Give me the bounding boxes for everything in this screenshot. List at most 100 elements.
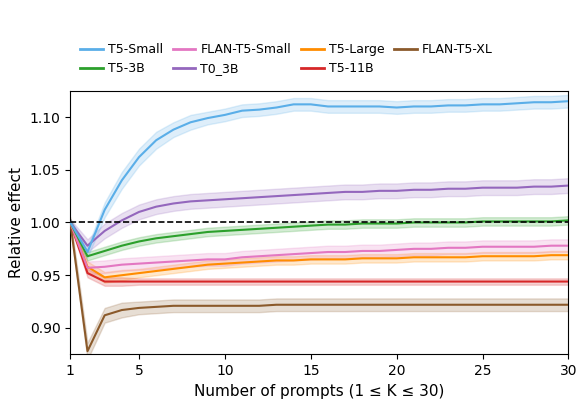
FLAN-T5-XL bbox=[101, 313, 108, 318]
T0_3B bbox=[101, 228, 108, 233]
T5-Large bbox=[376, 256, 383, 261]
T5-3B bbox=[548, 219, 555, 224]
T5-11B bbox=[496, 279, 503, 284]
T5-3B bbox=[187, 232, 194, 236]
T5-3B bbox=[84, 254, 91, 259]
T5-Large bbox=[393, 256, 400, 261]
T5-3B bbox=[222, 228, 229, 233]
T5-Large bbox=[273, 258, 280, 263]
FLAN-T5-Small bbox=[170, 259, 177, 264]
T0_3B bbox=[496, 185, 503, 190]
T5-11B bbox=[307, 279, 314, 284]
T5-11B bbox=[530, 279, 537, 284]
T5-11B bbox=[479, 279, 486, 284]
FLAN-T5-Small bbox=[67, 220, 74, 225]
T5-Small bbox=[565, 99, 572, 104]
T5-Small bbox=[204, 116, 211, 121]
FLAN-T5-XL bbox=[325, 302, 332, 307]
T5-Small bbox=[325, 104, 332, 109]
T5-Large bbox=[101, 275, 108, 280]
T5-Small bbox=[118, 178, 125, 183]
T0_3B bbox=[255, 195, 263, 200]
T0_3B bbox=[410, 187, 417, 192]
T0_3B bbox=[393, 188, 400, 193]
FLAN-T5-XL bbox=[393, 302, 400, 307]
T0_3B bbox=[84, 243, 91, 248]
T0_3B bbox=[565, 183, 572, 188]
T5-11B bbox=[565, 279, 572, 284]
FLAN-T5-XL bbox=[410, 302, 417, 307]
T5-Large bbox=[513, 254, 520, 259]
FLAN-T5-XL bbox=[273, 302, 280, 307]
FLAN-T5-XL bbox=[376, 302, 383, 307]
T5-3B bbox=[445, 220, 452, 225]
T5-Small bbox=[359, 104, 366, 109]
T5-Small bbox=[376, 104, 383, 109]
T5-Small bbox=[410, 104, 417, 109]
T0_3B bbox=[187, 199, 194, 204]
T5-Small bbox=[428, 104, 435, 109]
T5-11B bbox=[153, 279, 160, 284]
FLAN-T5-XL bbox=[187, 303, 194, 308]
FLAN-T5-Small bbox=[548, 243, 555, 248]
T5-11B bbox=[84, 271, 91, 276]
T5-Large bbox=[325, 257, 332, 262]
T5-11B bbox=[187, 279, 194, 284]
FLAN-T5-XL bbox=[445, 302, 452, 307]
T5-3B bbox=[462, 220, 469, 225]
T5-Large bbox=[204, 262, 211, 267]
T0_3B bbox=[445, 186, 452, 191]
T5-Small bbox=[101, 207, 108, 212]
T0_3B bbox=[325, 190, 332, 195]
FLAN-T5-Small bbox=[84, 265, 91, 270]
T5-Small bbox=[290, 102, 297, 107]
FLAN-T5-Small bbox=[530, 244, 537, 249]
T0_3B bbox=[462, 186, 469, 191]
FLAN-T5-Small bbox=[462, 245, 469, 250]
FLAN-T5-Small bbox=[359, 248, 366, 253]
T5-Large bbox=[479, 254, 486, 259]
T5-Small bbox=[393, 105, 400, 110]
T5-3B bbox=[67, 220, 74, 225]
Line: T0_3B: T0_3B bbox=[70, 185, 568, 246]
T5-3B bbox=[565, 218, 572, 223]
T5-Small bbox=[222, 112, 229, 117]
T0_3B bbox=[428, 187, 435, 192]
T5-3B bbox=[170, 234, 177, 239]
T5-11B bbox=[428, 279, 435, 284]
T5-11B bbox=[204, 279, 211, 284]
T5-Large bbox=[530, 254, 537, 259]
T5-Small bbox=[445, 103, 452, 108]
FLAN-T5-Small bbox=[239, 255, 246, 260]
T5-3B bbox=[204, 229, 211, 234]
Line: FLAN-T5-XL: FLAN-T5-XL bbox=[70, 222, 568, 351]
T5-Large bbox=[462, 255, 469, 260]
FLAN-T5-Small bbox=[222, 257, 229, 262]
FLAN-T5-XL bbox=[342, 302, 349, 307]
T5-11B bbox=[239, 279, 246, 284]
T0_3B bbox=[273, 194, 280, 199]
T5-11B bbox=[393, 279, 400, 284]
Y-axis label: Relative effect: Relative effect bbox=[9, 167, 24, 278]
T5-Large bbox=[496, 254, 503, 259]
T5-3B bbox=[342, 222, 349, 227]
T0_3B bbox=[479, 185, 486, 190]
T0_3B bbox=[530, 184, 537, 189]
T5-Large bbox=[67, 220, 74, 225]
T5-Large bbox=[135, 271, 142, 276]
T5-11B bbox=[445, 279, 452, 284]
FLAN-T5-XL bbox=[462, 302, 469, 307]
T0_3B bbox=[548, 184, 555, 189]
T5-Small bbox=[187, 120, 194, 125]
T5-Large bbox=[170, 267, 177, 272]
T5-Large bbox=[342, 257, 349, 262]
FLAN-T5-Small bbox=[153, 260, 160, 265]
T5-Small bbox=[239, 108, 246, 113]
T5-3B bbox=[479, 219, 486, 224]
FLAN-T5-Small bbox=[273, 253, 280, 258]
FLAN-T5-XL bbox=[530, 302, 537, 307]
T5-3B bbox=[513, 219, 520, 224]
T5-11B bbox=[135, 279, 142, 284]
FLAN-T5-Small bbox=[325, 250, 332, 255]
T0_3B bbox=[170, 201, 177, 206]
